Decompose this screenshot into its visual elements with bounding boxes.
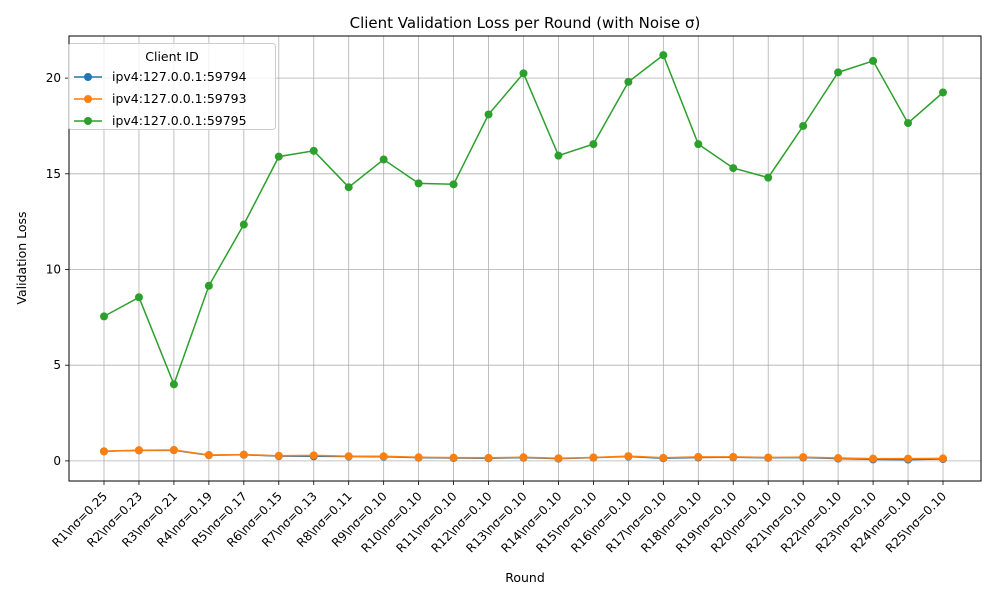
data-point <box>624 77 633 86</box>
x-tick-label: R21\nσ=0.10 <box>743 489 809 555</box>
x-tick-label: R13\nσ=0.10 <box>463 489 529 555</box>
series-3 <box>100 51 947 389</box>
x-tick-label: R14\nσ=0.10 <box>498 489 564 555</box>
data-point <box>344 452 353 461</box>
legend: Client ID ipv4:127.0.0.1:59794ipv4:127.0… <box>68 43 276 130</box>
data-point <box>869 454 878 463</box>
data-point <box>589 453 598 462</box>
data-point <box>519 69 528 78</box>
data-point <box>100 447 108 456</box>
x-tick-label: R24\nσ=0.10 <box>848 489 914 555</box>
y-tick-label: 5 <box>53 358 61 372</box>
data-point <box>799 121 808 130</box>
y-tick-label: 20 <box>46 71 61 85</box>
x-tick-label: R10\nσ=0.10 <box>359 489 425 555</box>
data-point <box>414 179 423 188</box>
data-point <box>554 454 563 463</box>
data-point <box>309 146 318 155</box>
data-point <box>799 453 808 462</box>
x-tick-label: R11\nσ=0.10 <box>393 489 459 555</box>
data-point <box>729 164 738 173</box>
data-point <box>100 312 108 321</box>
x-axis-label: Round <box>505 570 545 585</box>
x-tick-label: R16\nσ=0.10 <box>568 489 634 555</box>
legend-title: Client ID <box>145 49 198 64</box>
series-2 <box>100 445 947 463</box>
legend-marker <box>84 117 92 125</box>
data-point <box>274 152 283 161</box>
data-point <box>239 220 248 229</box>
plot-frame <box>68 35 982 482</box>
y-tick-label: 0 <box>53 454 61 468</box>
series-layer <box>100 51 947 464</box>
data-point <box>134 446 143 455</box>
data-point <box>589 140 598 149</box>
data-point <box>939 454 947 463</box>
legend-label: ipv4:127.0.0.1:59793 <box>112 91 247 106</box>
x-tick-label: R25\nσ=0.10 <box>883 489 949 555</box>
x-tick-label: R17\nσ=0.10 <box>603 489 669 555</box>
x-tick-label: R19\nσ=0.10 <box>673 489 739 555</box>
data-point <box>134 293 143 302</box>
legend-box <box>68 43 276 130</box>
data-point <box>204 281 213 290</box>
data-point <box>309 451 318 460</box>
data-point <box>484 453 493 462</box>
data-point <box>169 445 178 454</box>
data-point <box>834 68 843 77</box>
data-point <box>449 180 458 189</box>
data-point <box>414 453 423 462</box>
data-point <box>694 452 703 461</box>
data-point <box>484 110 493 119</box>
x-tick-label: R23\nσ=0.10 <box>813 489 879 555</box>
data-point <box>519 453 528 462</box>
x-tick-label: R15\nσ=0.10 <box>533 489 599 555</box>
x-tick-label: R18\nσ=0.10 <box>638 489 704 555</box>
grid <box>69 36 981 481</box>
data-point <box>554 151 563 160</box>
data-point <box>344 183 353 192</box>
data-point <box>939 88 947 97</box>
x-tick-label: R22\nσ=0.10 <box>778 489 844 555</box>
data-point <box>904 119 913 128</box>
data-point <box>274 451 283 460</box>
y-axis-label: Validation Loss <box>14 211 29 304</box>
chart-title: Client Validation Loss per Round (with N… <box>350 14 701 32</box>
legend-items: ipv4:127.0.0.1:59794 ipv4:127.0.0.1:59793… <box>74 69 247 128</box>
legend-marker <box>84 95 92 103</box>
data-point <box>869 56 878 65</box>
y-tick-labels: 0 5 10 15 20 <box>46 71 69 468</box>
legend-label: ipv4:127.0.0.1:59795 <box>112 113 247 128</box>
data-point <box>379 452 388 461</box>
y-tick-label: 15 <box>46 167 61 181</box>
data-point <box>659 453 668 462</box>
data-point <box>449 453 458 462</box>
legend-label: ipv4:127.0.0.1:59794 <box>112 69 247 84</box>
x-tick-labels: R1\nσ=0.25R2\nσ=0.23R3\nσ=0.21R4\nσ=0.19… <box>49 481 949 555</box>
data-point <box>764 453 773 462</box>
data-point <box>729 452 738 461</box>
data-point <box>204 450 213 459</box>
data-point <box>624 452 633 461</box>
y-tick-label: 10 <box>46 263 61 277</box>
x-tick-label: R12\nσ=0.10 <box>428 489 494 555</box>
data-point <box>169 380 178 389</box>
data-point <box>904 454 913 463</box>
data-point <box>239 450 248 459</box>
data-point <box>694 140 703 149</box>
x-tick-label: R20\nσ=0.10 <box>708 489 774 555</box>
legend-marker <box>84 73 92 81</box>
data-point <box>379 155 388 164</box>
data-point <box>764 173 773 182</box>
data-point <box>659 51 668 60</box>
data-point <box>834 454 843 463</box>
